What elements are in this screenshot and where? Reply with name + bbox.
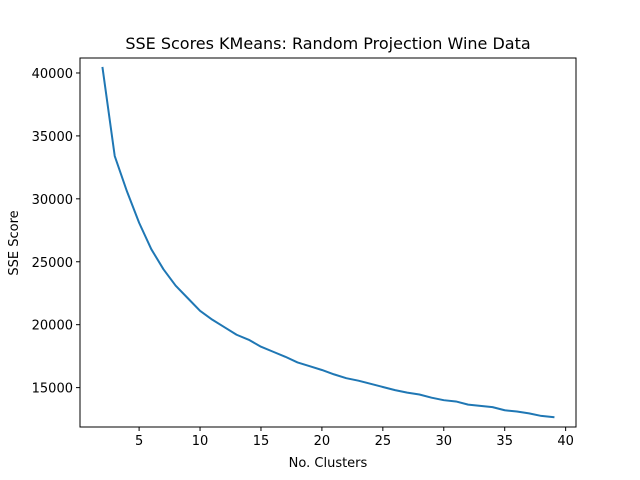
chart-title: SSE Scores KMeans: Random Projection Win… [125,34,530,53]
x-tick-label: 30 [436,434,453,449]
x-tick-label: 5 [135,434,143,449]
x-tick-label: 35 [496,434,513,449]
x-axis: 5 10 15 20 25 30 35 40 [135,427,574,449]
x-tick-label: 25 [375,434,392,449]
y-tick-label: 25000 [32,256,73,271]
plot-area [101,66,555,419]
x-tick-label: 15 [253,434,270,449]
y-tick-label: 35000 [32,130,73,145]
y-tick-label: 15000 [32,382,73,397]
x-tick-label: 10 [192,434,209,449]
series-line [101,66,555,419]
y-axis: 15000 20000 25000 30000 35000 40000 [32,67,80,397]
x-tick-label: 40 [557,434,574,449]
x-tick-label: 20 [314,434,331,449]
y-axis-label: SSE Score [7,210,22,275]
y-tick-label: 20000 [32,319,73,334]
axes-frame [79,57,577,428]
y-tick-label: 30000 [32,193,73,208]
x-axis-label: No. Clusters [289,456,368,471]
y-tick-label: 40000 [32,67,73,82]
